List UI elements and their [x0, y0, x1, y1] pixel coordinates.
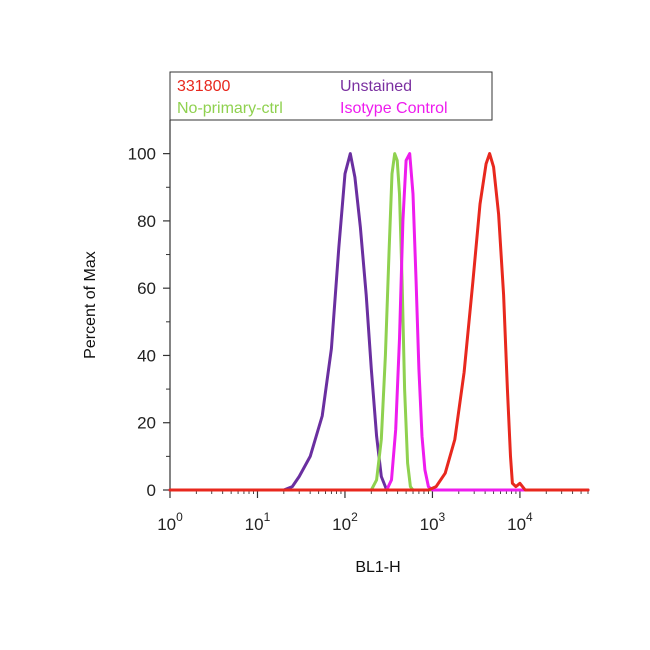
legend-entry: 331800 — [177, 78, 230, 95]
x-tick-label: 103 — [420, 510, 446, 534]
series-line — [168, 152, 590, 492]
y-tick-label: 100 — [128, 145, 156, 164]
series-line — [168, 152, 590, 492]
series-line — [168, 152, 590, 492]
legend-box — [169, 71, 493, 121]
y-tick-label: 40 — [137, 346, 156, 365]
y-axis-title: Percent of Max — [82, 251, 99, 359]
x-tick-label: 102 — [332, 510, 358, 534]
series-line — [168, 152, 590, 492]
y-tick-label: 60 — [137, 279, 156, 298]
legend-entry: No-primary-ctrl — [177, 100, 283, 117]
x-tick-label: 104 — [507, 510, 533, 534]
legend-entry: Unstained — [340, 78, 412, 95]
x-tick-label: 100 — [157, 510, 183, 534]
y-tick-label: 0 — [147, 481, 156, 500]
y-tick-label: 20 — [137, 414, 156, 433]
axes: 0 20 40 60 80 100 100 101 102 103 104 — [128, 120, 589, 534]
y-tick-label: 80 — [137, 212, 156, 231]
series-layer — [168, 152, 590, 492]
x-axis-title: BL1-H — [355, 559, 400, 576]
legend-entry: Isotype Control — [340, 100, 448, 117]
legend: 331800 Unstained No-primary-ctrl Isotype Co… — [169, 71, 493, 121]
x-tick-label: 101 — [245, 510, 271, 534]
